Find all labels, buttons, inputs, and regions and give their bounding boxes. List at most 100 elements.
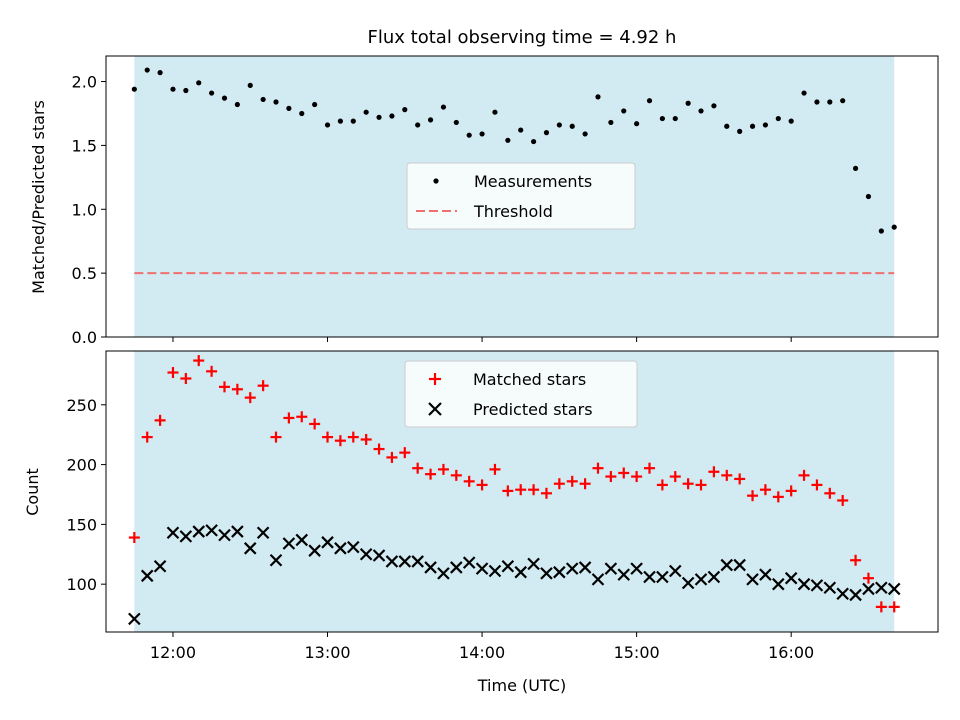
measurement-point xyxy=(788,118,794,124)
measurement-point xyxy=(659,115,665,122)
top-panel: 0.00.51.01.52.0 Matched/Predicted stars … xyxy=(29,55,939,347)
predicted-star-point xyxy=(282,537,296,550)
bottom-axes-frame xyxy=(105,350,939,633)
matched-star-point xyxy=(888,601,900,613)
matched-star-point xyxy=(206,365,218,377)
predicted-star-point xyxy=(707,570,721,584)
predicted-star-point xyxy=(462,556,476,569)
predicted-star-point xyxy=(295,533,309,547)
measurement-point xyxy=(852,165,859,171)
matched-star-point xyxy=(669,471,681,483)
matched-star-point xyxy=(373,443,385,455)
measurement-point xyxy=(183,87,189,94)
matched-star-point xyxy=(412,462,424,474)
predicted-star-point xyxy=(694,573,708,586)
y-tick-label: 1.0 xyxy=(72,200,97,219)
measurement-point xyxy=(698,108,704,114)
x-tick-label: 16:00 xyxy=(768,643,814,662)
matched-star-point xyxy=(283,412,295,424)
matched-star-point xyxy=(734,473,746,485)
matched-star-point xyxy=(386,451,398,463)
measurement-point xyxy=(170,86,176,92)
measurement-point xyxy=(402,107,408,113)
measurement-point xyxy=(865,193,872,200)
predicted-star-point xyxy=(887,582,901,596)
predicted-star-point xyxy=(488,564,502,578)
measurement-point xyxy=(595,94,601,100)
measurement-point xyxy=(453,119,459,126)
matched-star-point xyxy=(566,475,578,487)
measurement-point xyxy=(427,117,434,123)
measurement-point xyxy=(646,98,653,104)
predicted-star-point xyxy=(140,569,154,583)
matched-star-point xyxy=(322,431,334,443)
x-tick-label: 13:00 xyxy=(304,643,350,662)
predicted-star-point xyxy=(205,524,218,537)
predicted-star-point xyxy=(643,570,656,584)
legend-marker-measurements xyxy=(433,178,439,184)
measurement-point xyxy=(569,123,575,129)
measurement-point xyxy=(312,101,318,108)
matched-star-point xyxy=(450,469,462,481)
measurement-point xyxy=(492,109,498,115)
matched-star-point xyxy=(257,380,269,392)
matched-star-point xyxy=(798,469,810,481)
matched-star-point xyxy=(270,431,282,443)
predicted-star-point xyxy=(578,561,592,574)
matched-star-point xyxy=(850,554,862,566)
y-tick-label: 250 xyxy=(66,396,97,415)
measurement-point xyxy=(543,130,550,136)
measurement-point xyxy=(582,131,588,137)
predicted-star-point xyxy=(398,555,412,568)
matched-star-point xyxy=(489,463,501,475)
y-tick-label: 0.0 xyxy=(72,328,97,347)
matched-star-point xyxy=(811,479,823,491)
matched-star-point xyxy=(592,462,604,474)
predicted-star-point xyxy=(668,564,682,578)
top-legend: Measurements Threshold xyxy=(406,162,636,230)
matched-star-point xyxy=(721,469,733,481)
measurement-point xyxy=(530,138,537,145)
matched-star-point xyxy=(682,478,694,490)
predicted-star-point xyxy=(540,567,553,580)
measurement-point xyxy=(247,82,253,88)
predicted-star-point xyxy=(630,562,643,575)
predicted-star-point xyxy=(604,562,618,575)
measurement-point xyxy=(621,108,627,114)
measurement-point xyxy=(440,104,447,110)
measurement-point xyxy=(209,90,215,96)
bottom-panel: 100 150 200 250 12:00 13:00 14:00 15:00 16:00 C… xyxy=(23,350,939,695)
measurement-point xyxy=(260,96,266,103)
predicted-star-point xyxy=(862,582,875,596)
matched-star-point xyxy=(193,355,205,367)
measurement-point xyxy=(363,109,369,115)
matched-star-point xyxy=(579,478,591,490)
predicted-star-point xyxy=(256,526,270,540)
legend-label-threshold: Threshold xyxy=(473,202,553,221)
measurement-point xyxy=(685,100,691,106)
predicted-star-point xyxy=(849,588,862,602)
matched-star-point xyxy=(644,462,656,474)
predicted-star-point xyxy=(759,568,772,581)
y-tick-label: 150 xyxy=(66,515,97,534)
x-tick-label: 14:00 xyxy=(459,643,505,662)
matched-star-point xyxy=(437,463,449,475)
measurement-point xyxy=(273,99,279,105)
predicted-star-point xyxy=(565,562,579,575)
predicted-star-point xyxy=(514,565,527,579)
top-x-ticks xyxy=(172,337,792,342)
measurement-point xyxy=(466,132,472,138)
y-tick-label: 100 xyxy=(66,575,97,594)
predicted-star-point xyxy=(231,525,244,538)
predicted-star-point xyxy=(553,565,566,579)
predicted-star-point xyxy=(733,558,746,572)
predicted-star-point xyxy=(720,558,734,572)
measurement-point xyxy=(878,228,884,234)
matched-star-point xyxy=(772,491,784,503)
predicted-star-point xyxy=(385,555,399,568)
predicted-star-point xyxy=(450,561,463,574)
measurement-point xyxy=(556,122,562,128)
matched-star-point xyxy=(360,433,372,445)
predicted-star-point xyxy=(334,542,347,555)
bottom-x-ticks: 12:00 13:00 14:00 15:00 16:00 xyxy=(150,632,814,662)
